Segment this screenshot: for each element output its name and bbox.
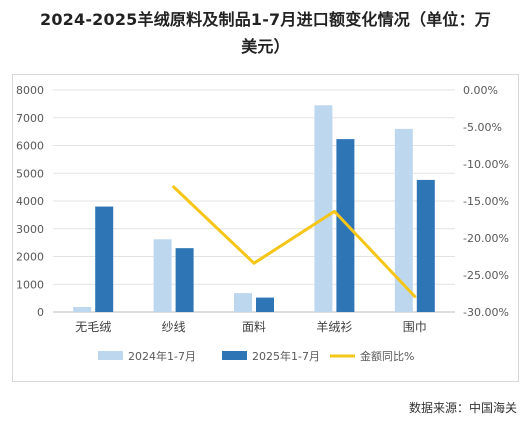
yoy-line bbox=[172, 185, 417, 298]
y-left-tick-label: 8000 bbox=[16, 84, 44, 97]
yoy-line-series bbox=[172, 185, 417, 298]
y-right-tick-label: -5.00% bbox=[463, 121, 502, 134]
bar-2024-2 bbox=[234, 293, 252, 312]
x-category-label: 无毛绒 bbox=[75, 320, 111, 334]
y-right-tick-label: -30.00% bbox=[463, 306, 509, 319]
bar-2024-4 bbox=[394, 128, 413, 312]
axes: 0 1000 2000 3000 4000 5000 6000 7000 8000 0.00% -5… bbox=[16, 84, 509, 334]
bar-2024-1 bbox=[153, 239, 172, 312]
y-right-tick-label: -25.00% bbox=[463, 269, 509, 282]
bar-2025-3 bbox=[336, 139, 355, 312]
bar-2025-0 bbox=[95, 206, 114, 312]
chart-title-line-2: 美元） bbox=[241, 37, 290, 56]
bar-2024-0 bbox=[73, 307, 92, 312]
bar-2025-2 bbox=[256, 297, 274, 312]
y-left-tick-label: 1000 bbox=[16, 278, 44, 291]
legend-swatch bbox=[98, 351, 123, 360]
y-left-tick-label: 6000 bbox=[16, 140, 44, 153]
bar-2025-4 bbox=[416, 179, 435, 312]
source-note: 数据来源：中国海关 bbox=[408, 401, 517, 415]
legend-swatch bbox=[222, 351, 247, 360]
x-category-label: 围巾 bbox=[403, 320, 427, 334]
chart-title: 2024-2025羊绒原料及制品1-7月进口额变化情况（单位：万 美元） bbox=[0, 6, 531, 60]
bars bbox=[73, 105, 435, 312]
y-right-tick-label: 0.00% bbox=[463, 84, 498, 97]
y-left-tick-label: 7000 bbox=[16, 112, 44, 125]
bar-2025-1 bbox=[175, 248, 194, 312]
y-left-tick-label: 2000 bbox=[16, 251, 44, 264]
legend-label: 金额同比% bbox=[360, 349, 414, 363]
legend-label: 2025年1-7月 bbox=[252, 349, 320, 363]
x-category-label: 面料 bbox=[242, 320, 266, 334]
chart-title-line-1: 2024-2025羊绒原料及制品1-7月进口额变化情况（单位：万 bbox=[39, 10, 491, 29]
bar-2024-3 bbox=[314, 105, 333, 312]
y-right-tick-label: -15.00% bbox=[463, 195, 509, 208]
legend: 2024年1-7月 2025年1-7月 金额同比% bbox=[98, 349, 414, 363]
y-left-tick-label: 4000 bbox=[16, 195, 44, 208]
y-left-tick-label: 0 bbox=[37, 306, 44, 319]
grid-lines bbox=[53, 89, 455, 313]
legend-label: 2024年1-7月 bbox=[128, 349, 196, 363]
y-right-tick-label: -20.00% bbox=[463, 232, 509, 245]
y-right-tick-label: -10.00% bbox=[463, 158, 509, 171]
x-category-label: 羊绒衫 bbox=[316, 319, 352, 334]
y-left-tick-label: 3000 bbox=[16, 223, 44, 236]
y-left-tick-label: 5000 bbox=[16, 167, 44, 180]
x-category-label: 纱线 bbox=[162, 320, 186, 334]
